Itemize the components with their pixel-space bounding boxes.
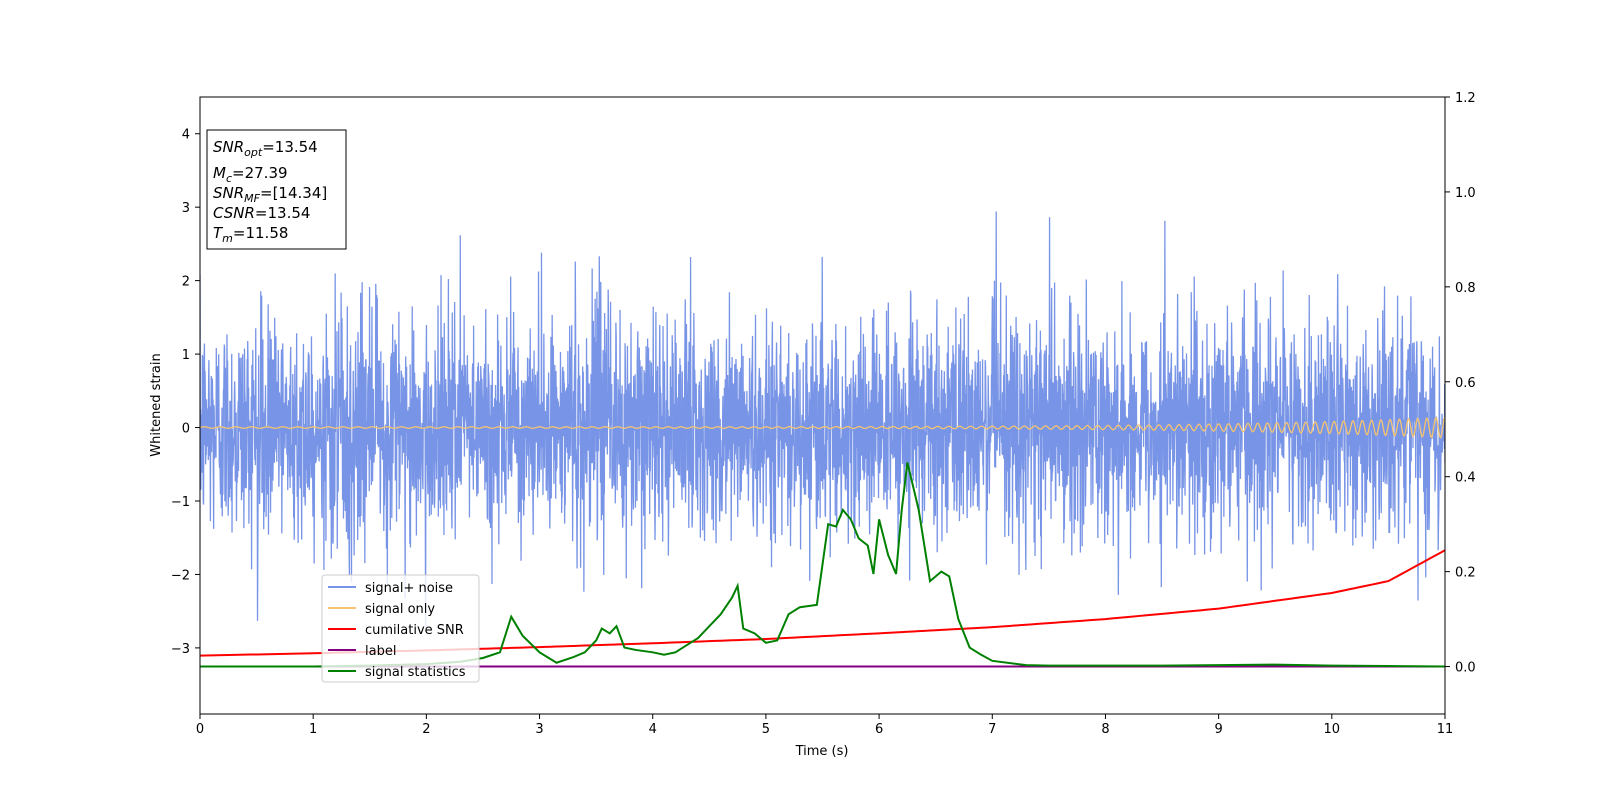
x-tick-label: 9	[1214, 722, 1222, 737]
legend-frame	[321, 574, 480, 683]
y-right-tick-label: 0.0	[1455, 661, 1476, 676]
annotation-line: Tm=11.58	[213, 224, 288, 245]
annotation-value: =27.39	[232, 164, 288, 182]
x-tick-label: 5	[762, 722, 770, 737]
x-tick-label: 2	[422, 722, 430, 737]
x-tick-label: 1	[309, 722, 317, 737]
x-tick-label: 8	[1101, 722, 1109, 737]
legend-item: signal statistics	[328, 665, 466, 680]
y-right-tick-label: 0.6	[1455, 376, 1476, 391]
y-left-tick-label: 2	[182, 275, 190, 290]
y-left-tick-label: 3	[182, 201, 190, 216]
legend-item: signal only	[328, 602, 435, 617]
annotation-symbol: SNR	[213, 138, 244, 156]
annotation-value: =[14.34]	[260, 184, 327, 202]
annotation-subscript: MF	[244, 192, 260, 205]
y-left-tick-label: 0	[182, 422, 190, 437]
legend-label: signal only	[365, 602, 435, 617]
legend-label: cumilative SNR	[365, 623, 464, 638]
legend-item: label	[328, 644, 396, 659]
annotation-box: SNRopt=13.54Mc=27.39SNRMF=[14.34]CSNR=13…	[206, 129, 347, 250]
annotation-line: SNRMF=[14.34]	[213, 184, 327, 205]
legend: signal+ noise signal only cumilative SNR la…	[321, 574, 480, 683]
y-axis-left: −3 −2 −1 0 1 2 3 4	[171, 128, 200, 657]
y-axis-left-label: Whitened strain	[149, 353, 164, 456]
legend-label: signal+ noise	[365, 581, 453, 596]
y-left-tick-label: −3	[171, 642, 190, 657]
annotation-symbol: M	[213, 164, 226, 182]
legend-label: signal statistics	[365, 665, 466, 680]
series-line-signal-noise	[200, 211, 1445, 627]
series-line-signal-statistics	[200, 462, 1445, 668]
y-right-tick-label: 0.8	[1455, 281, 1476, 296]
y-right-tick-label: 0.2	[1455, 566, 1476, 581]
x-tick-label: 0	[196, 722, 204, 737]
annotation-value: =13.54	[262, 138, 318, 156]
annotation-line: CSNR=13.54	[213, 204, 310, 222]
x-tick-label: 6	[875, 722, 883, 737]
legend-item: signal+ noise	[328, 581, 453, 596]
annotation-symbol: T	[213, 224, 224, 242]
x-tick-label: 7	[988, 722, 996, 737]
x-tick-label: 11	[1437, 722, 1454, 737]
annotation-line: Mc=27.39	[213, 164, 288, 185]
y-left-tick-label: 1	[182, 348, 190, 363]
y-right-tick-label: 1.2	[1455, 91, 1476, 106]
y-right-tick-label: 1.0	[1455, 186, 1476, 201]
y-left-tick-label: −1	[171, 495, 190, 510]
x-axis: 0 1 2 3 4 5 6 7 8 9 10 11	[196, 714, 1453, 737]
x-tick-label: 4	[649, 722, 657, 737]
y-left-tick-label: −2	[171, 568, 190, 583]
x-tick-label: 10	[1324, 722, 1341, 737]
annotation-value: =11.58	[233, 224, 289, 242]
annotation-line: SNRopt=13.54	[213, 138, 318, 159]
series-line-signal-only	[200, 416, 1445, 439]
annotation-frame	[206, 129, 347, 250]
annotation-subscript: m	[222, 232, 233, 245]
y-left-tick-label: 4	[182, 128, 190, 143]
annotation-symbol: SNR	[213, 184, 244, 202]
x-axis-label: Time (s)	[795, 744, 849, 759]
legend-item: cumilative SNR	[328, 623, 464, 638]
annotation-subscript: c	[226, 172, 232, 185]
annotation-symbol: CSNR	[213, 204, 255, 222]
x-tick-label: 3	[535, 722, 543, 737]
y-axis-right: 0.0 0.2 0.4 0.6 0.8 1.0 1.2	[1445, 91, 1476, 676]
y-right-tick-label: 0.4	[1455, 471, 1476, 486]
plot-frame	[199, 96, 1446, 715]
annotation-subscript: opt	[244, 146, 263, 159]
legend-label: label	[365, 644, 396, 659]
annotation-value: =13.54	[255, 204, 311, 222]
